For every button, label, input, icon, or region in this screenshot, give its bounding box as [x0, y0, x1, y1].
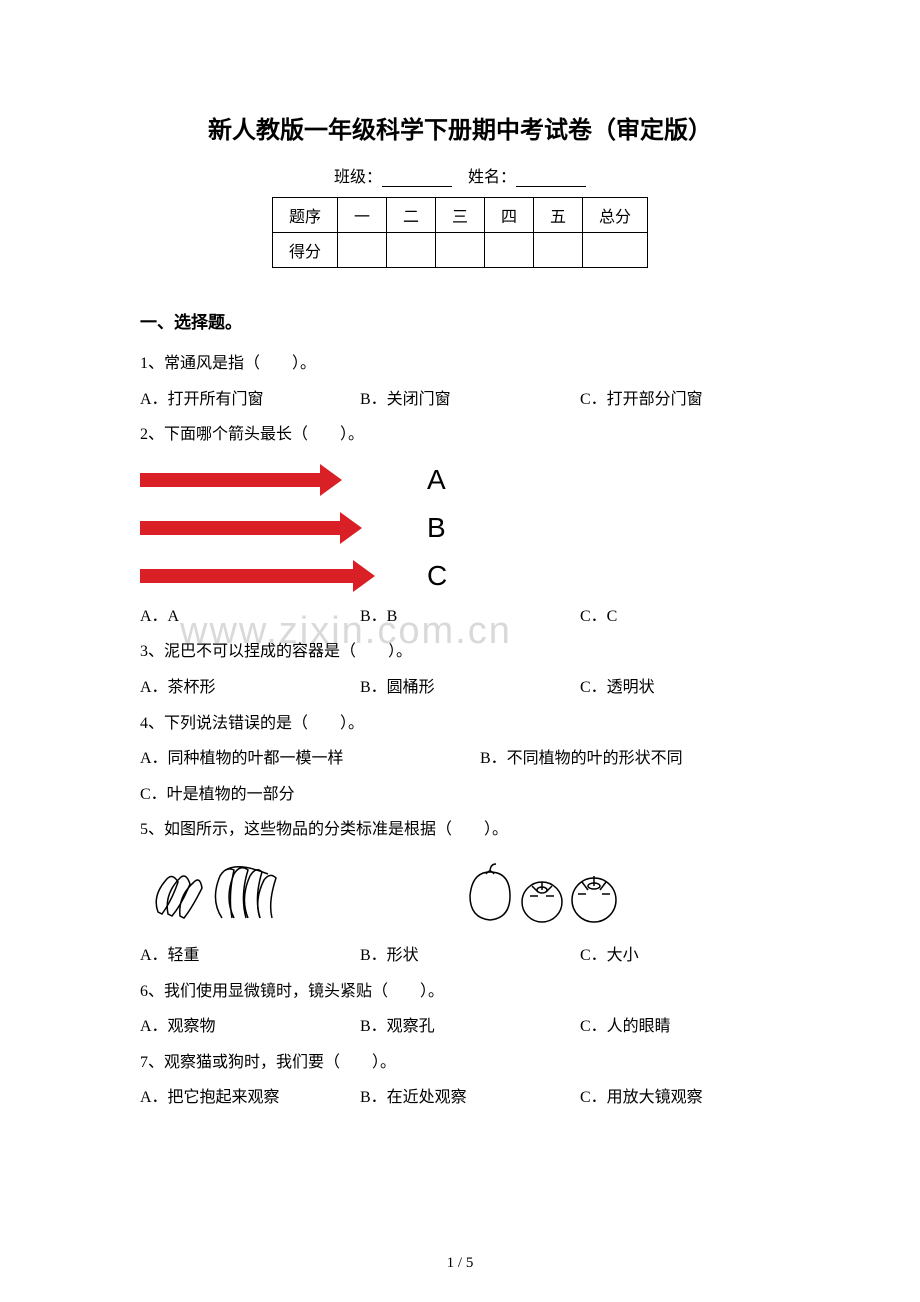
q6-options: A．观察物 B．观察孔 C．人的眼睛: [140, 1010, 780, 1044]
table-row: 得分: [272, 233, 647, 268]
q1-options: A．打开所有门窗 B．关闭门窗 C．打开部分门窗: [140, 383, 780, 417]
score-cell[interactable]: [337, 233, 386, 268]
q2-opt-b[interactable]: B．B: [360, 600, 580, 634]
arrow-c: [140, 567, 375, 585]
score-cell[interactable]: [534, 233, 583, 268]
q6-opt-c[interactable]: C．人的眼睛: [580, 1010, 800, 1044]
q7-opt-b[interactable]: B．在近处观察: [360, 1081, 580, 1115]
q6-opt-b[interactable]: B．观察孔: [360, 1010, 580, 1044]
q5-opt-c[interactable]: C．大小: [580, 939, 800, 973]
score-cell[interactable]: [435, 233, 484, 268]
exam-title: 新人教版一年级科学下册期中考试卷（审定版）: [140, 110, 780, 145]
q4-opt-c[interactable]: C．叶是植物的一部分: [140, 778, 780, 812]
q3-opt-c[interactable]: C．透明状: [580, 671, 800, 705]
fruit-figure: [150, 857, 780, 933]
q7-options: A．把它抱起来观察 B．在近处观察 C．用放大镜观察: [140, 1081, 780, 1115]
section-1-heading: 一、选择题。: [140, 308, 780, 333]
name-label: 姓名：: [468, 169, 516, 186]
q6-stem: 6、我们使用显微镜时，镜头紧贴（ ）。: [140, 975, 780, 1009]
q2-opt-c[interactable]: C．C: [580, 600, 800, 634]
arrow-c-label: C: [427, 560, 455, 592]
th-5: 五: [534, 198, 583, 233]
q2-opt-a[interactable]: A．A: [140, 600, 360, 634]
arrow-a: [140, 471, 342, 489]
q6-opt-a[interactable]: A．观察物: [140, 1010, 360, 1044]
arrow-b-label: B: [427, 512, 455, 544]
arrow-b: [140, 519, 362, 537]
q7-opt-a[interactable]: A．把它抱起来观察: [140, 1081, 360, 1115]
score-table: 题序 一 二 三 四 五 总分 得分: [272, 197, 648, 268]
q1-stem: 1、常通风是指（ ）。: [140, 347, 780, 381]
q7-opt-c[interactable]: C．用放大镜观察: [580, 1081, 800, 1115]
th-total: 总分: [583, 198, 648, 233]
th-4: 四: [485, 198, 534, 233]
q5-opt-b[interactable]: B．形状: [360, 939, 580, 973]
q5-opt-a[interactable]: A．轻重: [140, 939, 360, 973]
row-score-label: 得分: [272, 233, 337, 268]
q4-stem: 4、下列说法错误的是（ ）。: [140, 707, 780, 741]
arrow-figure: A B C: [140, 456, 780, 600]
th-seq: 题序: [272, 198, 337, 233]
q4-opt-b[interactable]: B．不同植物的叶的形状不同: [480, 742, 780, 776]
q1-opt-a[interactable]: A．打开所有门窗: [140, 383, 360, 417]
q7-stem: 7、观察猫或狗时，我们要（ ）。: [140, 1046, 780, 1080]
score-cell[interactable]: [485, 233, 534, 268]
q3-stem: 3、泥巴不可以捏成的容器是（ ）。: [140, 635, 780, 669]
q1-opt-c[interactable]: C．打开部分门窗: [580, 383, 800, 417]
q5-options: A．轻重 B．形状 C．大小: [140, 939, 780, 973]
fruit-group-right: [460, 860, 630, 930]
class-blank[interactable]: [382, 171, 452, 187]
th-2: 二: [386, 198, 435, 233]
pepper-banana-icon: [150, 860, 290, 930]
q1-opt-b[interactable]: B．关闭门窗: [360, 383, 580, 417]
table-row: 题序 一 二 三 四 五 总分: [272, 198, 647, 233]
fruit-group-left: [150, 860, 290, 930]
q2-stem: 2、下面哪个箭头最长（ ）。: [140, 418, 780, 452]
q4-options-ab: A．同种植物的叶都一模一样 B．不同植物的叶的形状不同: [140, 742, 780, 776]
th-3: 三: [435, 198, 484, 233]
score-cell[interactable]: [583, 233, 648, 268]
q5-stem: 5、如图所示，这些物品的分类标准是根据（ ）。: [140, 813, 780, 847]
q3-opt-b[interactable]: B．圆桶形: [360, 671, 580, 705]
class-label: 班级：: [334, 169, 382, 186]
meta-line: 班级： 姓名：: [140, 163, 780, 187]
page-number: 1 / 5: [0, 1255, 920, 1272]
score-cell[interactable]: [386, 233, 435, 268]
q4-opt-a[interactable]: A．同种植物的叶都一模一样: [140, 742, 480, 776]
q3-options: A．茶杯形 B．圆桶形 C．透明状: [140, 671, 780, 705]
th-1: 一: [337, 198, 386, 233]
name-blank[interactable]: [516, 171, 586, 187]
apple-persimmon-icon: [460, 860, 630, 930]
arrow-a-label: A: [427, 464, 455, 496]
q2-options: A．A B．B C．C: [140, 600, 780, 634]
q3-opt-a[interactable]: A．茶杯形: [140, 671, 360, 705]
